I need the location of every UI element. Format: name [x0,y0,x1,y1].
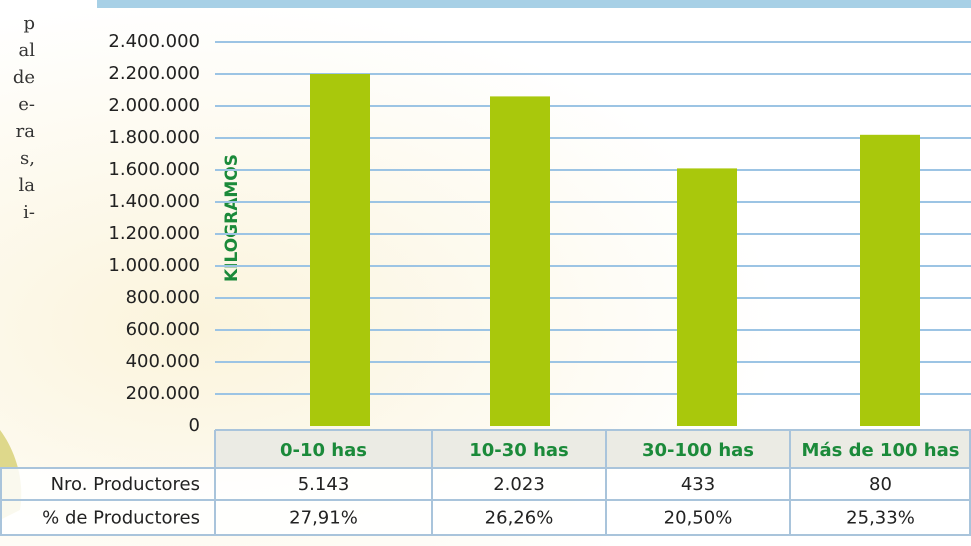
article-text-fragment: de [13,67,35,88]
y-tick-label: 2.400.000 [108,31,200,52]
column-header: 10-30 has [469,440,569,461]
row-label: % de Productores [42,508,200,529]
article-text-fragment: ra [16,121,36,142]
table-cell: 20,50% [664,508,733,529]
y-tick-label: 200.000 [126,383,200,404]
table-cell: 80 [869,474,892,495]
column-header: 0-10 has [280,440,367,461]
y-axis-label: KILOGRAMOS [222,154,242,282]
y-tick-label: 2.200.000 [108,63,200,84]
page: KILOGRAMOS p al de e-ra s, la i- 0 200.000 400.00… [0,0,971,546]
y-tick-label: 1.800.000 [108,127,200,148]
y-tick-label: 1.600.000 [108,159,200,180]
column-header: Más de 100 has [802,440,960,461]
y-tick-label: 1.400.000 [108,191,200,212]
y-tick-label: 2.000.000 [108,95,200,116]
top-band [97,0,971,8]
table-cell: 27,91% [289,508,358,529]
article-text-fragment: al [19,40,36,61]
article-text-fragment: s, [20,148,35,169]
bar [677,168,737,426]
article-text-fragment: p [23,13,35,34]
table-cell: 26,26% [485,508,554,529]
y-tick-label: 1.000.000 [108,255,200,276]
table-cell: 433 [681,474,715,495]
article-text-fragment: e- [18,94,35,115]
bar [490,96,550,426]
article-text-fragment: i- [23,202,35,223]
y-tick-label: 1.200.000 [108,223,200,244]
y-tick-label: 800.000 [126,287,200,308]
y-tick-label: 0 [189,415,200,436]
bar [860,135,920,426]
table-cell: 25,33% [846,508,915,529]
y-tick-label: 600.000 [126,319,200,340]
table-cell: 2.023 [493,474,545,495]
article-text-fragment: la [19,175,36,196]
column-header: 30-100 has [642,440,754,461]
table-cell: 5.143 [298,474,350,495]
y-tick-label: 400.000 [126,351,200,372]
row-label: Nro. Productores [51,474,200,495]
bar [310,74,370,426]
